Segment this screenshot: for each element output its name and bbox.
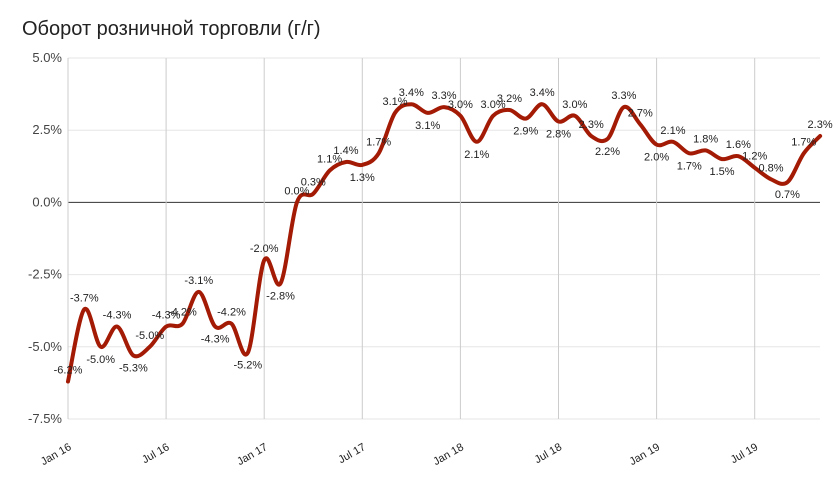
data-label: 2.3% — [579, 119, 604, 131]
data-label: 3.1% — [382, 96, 407, 108]
data-label: 1.3% — [350, 172, 375, 184]
x-tick-label: Jul 19 — [729, 441, 760, 466]
data-label: -6.2% — [54, 364, 83, 376]
data-label: -4.2% — [168, 307, 197, 319]
x-tick-label: Jan 16 — [39, 441, 74, 468]
y-tick-label: -7.5% — [28, 411, 62, 426]
data-label: 1.1% — [317, 154, 342, 166]
data-label: 2.3% — [808, 119, 833, 131]
y-tick-label: -2.5% — [28, 267, 62, 282]
data-label: -4.3% — [103, 310, 132, 322]
data-label: 2.1% — [660, 125, 685, 137]
data-label: 1.6% — [726, 139, 751, 151]
data-label: -4.2% — [217, 307, 246, 319]
data-label: 3.4% — [399, 87, 424, 99]
data-label: 3.4% — [530, 87, 555, 99]
data-label: 2.0% — [644, 152, 669, 164]
data-label: 2.7% — [628, 107, 653, 119]
data-label: 0.7% — [775, 189, 800, 201]
data-label: -4.3% — [152, 310, 181, 322]
data-label: 3.0% — [562, 99, 587, 111]
data-label: -5.0% — [86, 354, 115, 366]
x-tick-label: Jan 19 — [627, 441, 662, 468]
data-label: -2.0% — [250, 243, 279, 255]
x-tick-label: Jan 18 — [431, 441, 466, 468]
x-tick-label: Jan 17 — [235, 441, 270, 468]
data-label: 3.0% — [448, 99, 473, 111]
data-label: 2.1% — [464, 149, 489, 161]
data-label: -5.3% — [119, 362, 148, 374]
series-line — [66, 102, 823, 384]
data-label: 1.7% — [677, 160, 702, 172]
data-label: 3.1% — [415, 120, 440, 132]
data-label: 2.8% — [546, 129, 571, 141]
data-label: -3.1% — [184, 275, 213, 287]
data-label: 1.7% — [366, 136, 391, 148]
data-label: 3.2% — [497, 93, 522, 105]
data-label: -4.3% — [201, 334, 230, 346]
data-label: 0.0% — [284, 185, 309, 197]
data-label: 3.3% — [432, 90, 457, 102]
data-label: -2.8% — [266, 290, 295, 302]
y-tick-label: 2.5% — [32, 122, 62, 137]
data-label: 1.8% — [693, 133, 718, 145]
data-label: 2.2% — [595, 146, 620, 158]
data-label: 1.5% — [709, 166, 734, 178]
data-label: 2.9% — [513, 126, 538, 138]
data-label: 0.8% — [759, 162, 784, 174]
data-label: 1.4% — [333, 145, 358, 157]
data-label: 3.0% — [481, 99, 506, 111]
y-tick-label: -5.0% — [28, 339, 62, 354]
chart-title: Оборот розничной торговли (г/г) — [22, 18, 321, 40]
x-tick-label: Jul 18 — [533, 441, 564, 466]
data-label: 1.2% — [742, 151, 767, 163]
y-tick-label: 0.0% — [32, 194, 62, 209]
x-tick-label: Jul 17 — [336, 441, 367, 466]
data-label: 3.3% — [611, 90, 636, 102]
data-label: 1.7% — [791, 136, 816, 148]
data-label: -3.7% — [70, 292, 99, 304]
data-label: -5.0% — [135, 330, 164, 342]
y-tick-label: 5.0% — [32, 50, 62, 65]
x-tick-label: Jul 16 — [140, 441, 171, 466]
data-label: 0.3% — [301, 177, 326, 189]
data-label: -5.2% — [233, 360, 262, 372]
